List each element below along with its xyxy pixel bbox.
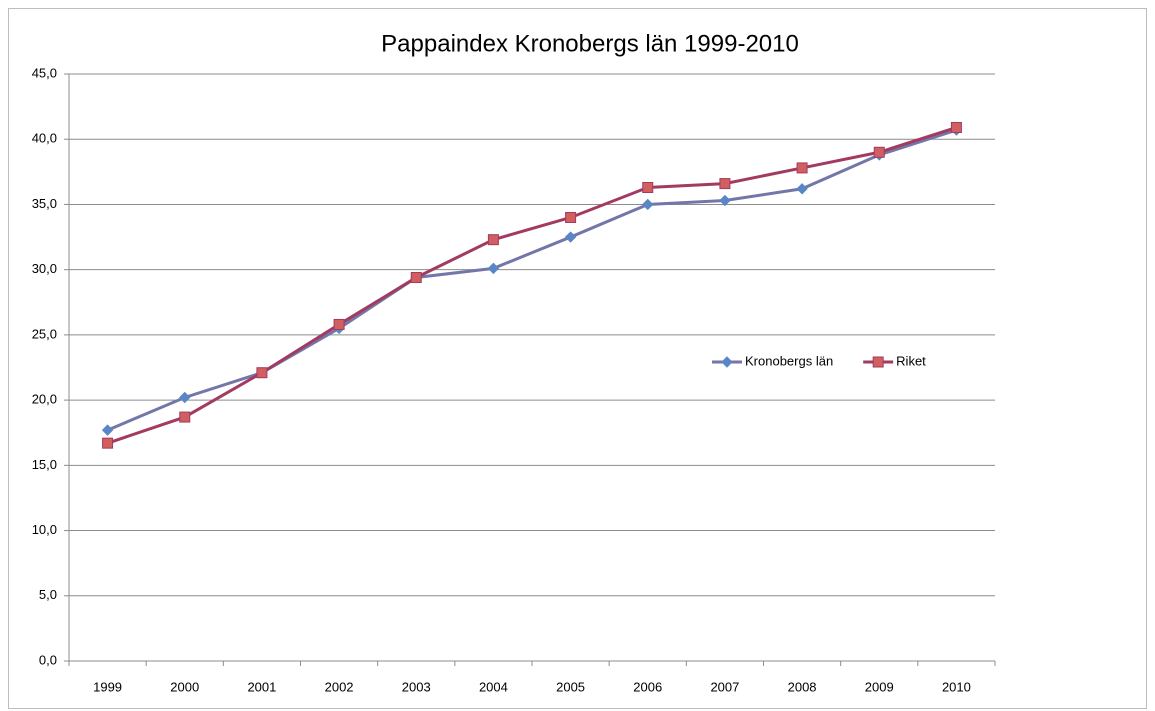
marker [179, 411, 191, 423]
marker [719, 194, 731, 207]
y-tick-label: 40,0 [32, 131, 57, 146]
series-line [107, 126, 957, 445]
marker [333, 318, 345, 330]
x-tick-label: 2005 [556, 679, 585, 694]
x-tick-label: 2003 [402, 679, 431, 694]
marker [873, 146, 885, 158]
marker [642, 181, 654, 193]
y-tick-label: 15,0 [32, 457, 57, 472]
y-tick-label: 30,0 [32, 261, 57, 276]
marker [642, 198, 654, 211]
y-tick-label: 0,0 [39, 652, 57, 667]
y-tick-label: 10,0 [32, 522, 57, 537]
marker [102, 437, 114, 449]
y-tick-label: 25,0 [32, 326, 57, 341]
marker [872, 356, 884, 368]
marker [101, 424, 114, 436]
x-tick-label: 2000 [170, 679, 199, 694]
x-tick-label: 2004 [479, 679, 508, 694]
x-tick-label: 2006 [633, 679, 662, 694]
marker [410, 271, 422, 283]
legend-label: Riket [896, 353, 926, 368]
y-tick-label: 35,0 [32, 196, 57, 211]
x-tick-label: 2008 [788, 679, 817, 694]
y-tick-label: 5,0 [39, 587, 57, 602]
marker [796, 162, 808, 174]
series-line [106, 128, 957, 432]
marker [796, 183, 808, 195]
marker [487, 234, 499, 246]
marker [564, 231, 577, 243]
y-tick-label: 20,0 [32, 392, 57, 407]
x-tick-label: 2001 [247, 679, 276, 694]
x-tick-label: 2009 [865, 679, 894, 694]
marker [565, 211, 577, 223]
x-tick-label: 1999 [93, 679, 122, 694]
legend-label: Kronobergs län [745, 353, 833, 368]
marker [721, 356, 733, 368]
marker [256, 367, 268, 379]
marker [179, 391, 191, 404]
x-tick-label: 2010 [942, 679, 971, 694]
marker [950, 121, 962, 133]
x-tick-label: 2002 [325, 679, 354, 694]
chart-title: Pappaindex Kronobergs län 1999-2010 [381, 30, 799, 57]
marker [487, 262, 500, 275]
x-tick-label: 2007 [710, 679, 739, 694]
y-tick-label: 45,0 [32, 65, 57, 80]
marker [719, 178, 731, 190]
